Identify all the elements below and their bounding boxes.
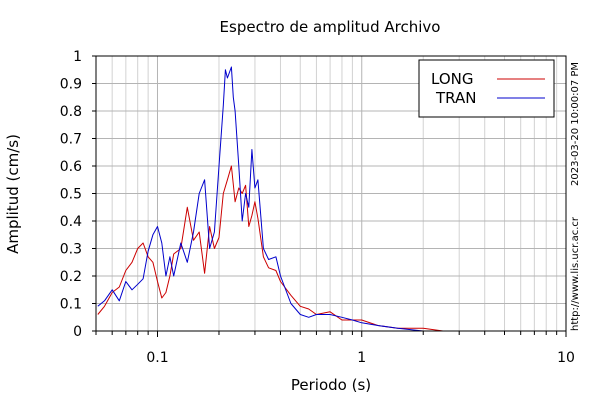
y-tick-label: 0.9 — [60, 77, 82, 93]
y-tick-label: 1 — [73, 49, 82, 65]
y-tick-label: 0.7 — [60, 132, 82, 148]
timestamp-label: 2023-03-20 10:00:07 PM — [570, 62, 581, 186]
y-tick-label: 0.6 — [60, 159, 82, 175]
website-label: http://www.lis.ucr.ac.cr — [570, 216, 581, 331]
x-axis-ticks: 0.1 1 10 — [95, 331, 575, 366]
y-tick-label: 0.1 — [60, 297, 82, 313]
grid — [96, 56, 566, 331]
series-group — [97, 66, 566, 332]
x-axis-label: Periodo (s) — [291, 376, 371, 394]
chart-title: Espectro de amplitud Archivo — [220, 18, 441, 36]
y-axis-label: Amplitud (cm/s) — [4, 134, 22, 254]
x-tick-label: 1 — [357, 350, 366, 366]
series-line-long — [97, 165, 566, 332]
legend: LONG TRAN — [418, 59, 555, 118]
x-tick-label: 10 — [557, 350, 575, 366]
legend-box — [418, 59, 555, 118]
y-tick-label: 0.2 — [60, 269, 82, 285]
y-tick-label: 0.5 — [60, 187, 82, 203]
series-line-tran — [97, 66, 566, 332]
y-tick-label: 0.3 — [60, 242, 82, 258]
legend-label-tran: TRAN — [435, 89, 476, 107]
y-tick-label: 0 — [73, 324, 82, 340]
y-tick-label: 0.4 — [60, 214, 82, 230]
y-tick-label: 0.8 — [60, 104, 82, 120]
y-axis-ticks: 0 0.1 0.2 0.3 0.4 0.5 0.6 0.7 0.8 0.9 1 — [60, 49, 96, 340]
legend-label-long: LONG — [431, 70, 473, 88]
x-tick-label: 0.1 — [146, 350, 168, 366]
